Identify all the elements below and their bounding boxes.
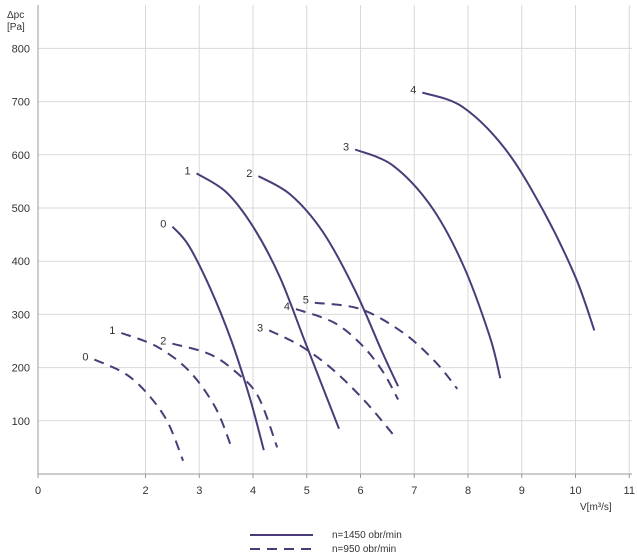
curve-label-950-3: 3 [257, 322, 263, 334]
y-tick-label: 500 [12, 203, 30, 215]
x-tick-label: 7 [411, 485, 417, 497]
curve-1450-4 [421, 91, 596, 331]
curve-label-950-4: 4 [284, 301, 290, 313]
curve-950-3 [268, 329, 394, 435]
y-tick-label: 600 [12, 150, 30, 162]
x-axis-title: V[m³/s] [580, 502, 612, 513]
curve-label-1450-2: 2 [246, 168, 252, 180]
y-tick-label: 700 [12, 97, 30, 109]
y-tick-label: 200 [12, 363, 30, 375]
curve-label-950-1: 1 [109, 325, 115, 337]
curve-1450-1 [196, 172, 340, 430]
curve-950-4 [295, 308, 399, 400]
x-tick-label: 2 [142, 485, 148, 497]
curve-label-1450-3: 3 [343, 141, 349, 153]
curve-label-950-5: 5 [303, 295, 309, 307]
curve-950-1 [120, 332, 233, 448]
curve-950-0 [93, 358, 185, 462]
curve-label-950-2: 2 [160, 336, 166, 348]
curve-1450-3 [354, 148, 502, 379]
x-tick-label: 0 [35, 485, 41, 497]
curve-label-950-0: 0 [82, 352, 88, 364]
series-curves [93, 91, 596, 462]
grid [37, 5, 632, 474]
x-tick-label: 8 [465, 485, 471, 497]
x-tick-label: 3 [196, 485, 202, 497]
x-tick-label: 5 [304, 485, 310, 497]
curve-950-2 [172, 342, 279, 448]
x-tick-label: 9 [519, 485, 525, 497]
curve-label-1450-0: 0 [160, 219, 166, 231]
curve-labels: 0 1 2 3 4 0 1 2 3 4 5 [82, 85, 416, 364]
curve-label-1450-1: 1 [184, 165, 190, 177]
curve-1450-2 [257, 175, 400, 387]
curve-1450-0 [171, 225, 265, 451]
legend: n=1450 obr/min n=950 obr/min [250, 530, 402, 555]
curve-label-1450-4: 4 [410, 85, 416, 97]
y-axis-title-unit: [Pa] [7, 22, 25, 33]
x-tick-label: 6 [357, 485, 363, 497]
x-tick-label: 11 [624, 485, 635, 497]
tick-labels: 023456789101112100200300400500600700800 [12, 43, 635, 497]
x-tick-label: 10 [569, 485, 581, 497]
x-tick-label: 4 [250, 485, 256, 497]
y-tick-label: 300 [12, 309, 30, 321]
y-tick-label: 100 [12, 416, 30, 428]
y-tick-label: 800 [12, 43, 30, 55]
y-tick-label: 400 [12, 256, 30, 268]
legend-label-solid: n=1450 obr/min [332, 530, 402, 541]
y-axis-title-symbol: Δpc [7, 10, 24, 21]
legend-label-dashed: n=950 obr/min [332, 544, 396, 555]
curve-950-5 [314, 301, 459, 390]
axes [37, 5, 632, 478]
